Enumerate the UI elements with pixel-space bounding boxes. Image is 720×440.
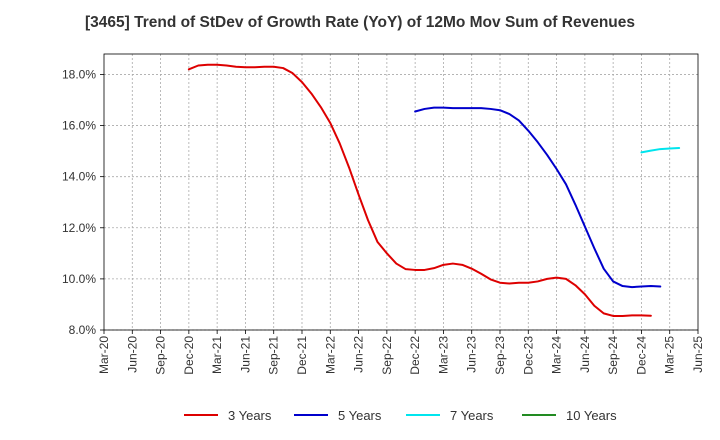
y-tick-label: 12.0% — [62, 221, 96, 235]
x-tick-label: Jun-21 — [238, 336, 252, 373]
x-tick-label: Sep-24 — [606, 336, 620, 375]
chart-title: [3465] Trend of StDev of Growth Rate (Yo… — [84, 14, 636, 31]
y-tick-label: 18.0% — [62, 67, 96, 81]
x-tick-label: Sep-21 — [267, 336, 281, 375]
x-tick-label: Dec-22 — [408, 336, 422, 375]
legend-swatch-10-years — [522, 414, 556, 416]
x-tick-label: Mar-25 — [663, 336, 677, 374]
y-tick-label: 16.0% — [62, 119, 96, 133]
x-tick-label: Dec-23 — [521, 336, 535, 375]
legend-item-3-years: 3 Years — [184, 405, 271, 425]
legend-item-7-years: 7 Years — [406, 405, 493, 425]
x-tick-label: Jun-23 — [465, 336, 479, 373]
legend-swatch-7-years — [406, 414, 440, 416]
x-tick-label: Mar-22 — [323, 336, 337, 374]
series-line-5-years — [414, 106, 662, 289]
legend-item-5-years: 5 Years — [294, 405, 381, 425]
legend-label: 5 Years — [338, 407, 382, 423]
x-tick-label: Dec-20 — [182, 336, 196, 375]
x-tick-label: Jun-20 — [125, 336, 139, 373]
axis-ticks — [100, 74, 699, 334]
legend-item-10-years: 10 Years — [522, 405, 617, 425]
x-tick-label: Jun-22 — [352, 336, 366, 373]
x-tick-label: Dec-21 — [295, 336, 309, 375]
legend-swatch-3-years — [184, 414, 218, 416]
x-tick-label: Mar-20 — [97, 336, 111, 374]
x-tick-label: Sep-23 — [493, 336, 507, 375]
y-axis-labels: 8.0% 10.0% 12.0% 14.0% 16.0% 18.0% — [62, 67, 96, 337]
series-lines — [187, 63, 681, 317]
x-tick-label: Mar-23 — [436, 336, 450, 374]
x-tick-label: Mar-21 — [210, 336, 224, 374]
y-tick-label: 10.0% — [62, 272, 96, 286]
series-line-7-years — [640, 147, 681, 154]
y-tick-label: 14.0% — [62, 170, 96, 184]
legend-swatch-5-years — [294, 414, 328, 416]
plot-area-frame — [103, 53, 699, 331]
legend-label: 10 Years — [566, 407, 617, 423]
legend-label: 3 Years — [228, 407, 272, 423]
x-tick-label: Jun-25 — [691, 336, 705, 373]
x-tick-label: Mar-24 — [550, 336, 564, 374]
series-line-3-years — [187, 63, 652, 317]
x-tick-label: Sep-20 — [154, 336, 168, 375]
gridlines — [104, 54, 698, 331]
y-tick-label: 8.0% — [69, 323, 97, 337]
x-tick-label: Sep-22 — [380, 336, 394, 375]
legend: 3 Years 5 Years 7 Years 10 Years — [0, 405, 720, 425]
x-tick-label: Dec-24 — [634, 336, 648, 375]
legend-label: 7 Years — [450, 407, 494, 423]
x-axis-labels: Mar-20 Jun-20 Sep-20 Dec-20 Mar-21 Jun-21 Sep-… — [97, 336, 705, 375]
x-tick-label: Jun-24 — [578, 336, 592, 373]
